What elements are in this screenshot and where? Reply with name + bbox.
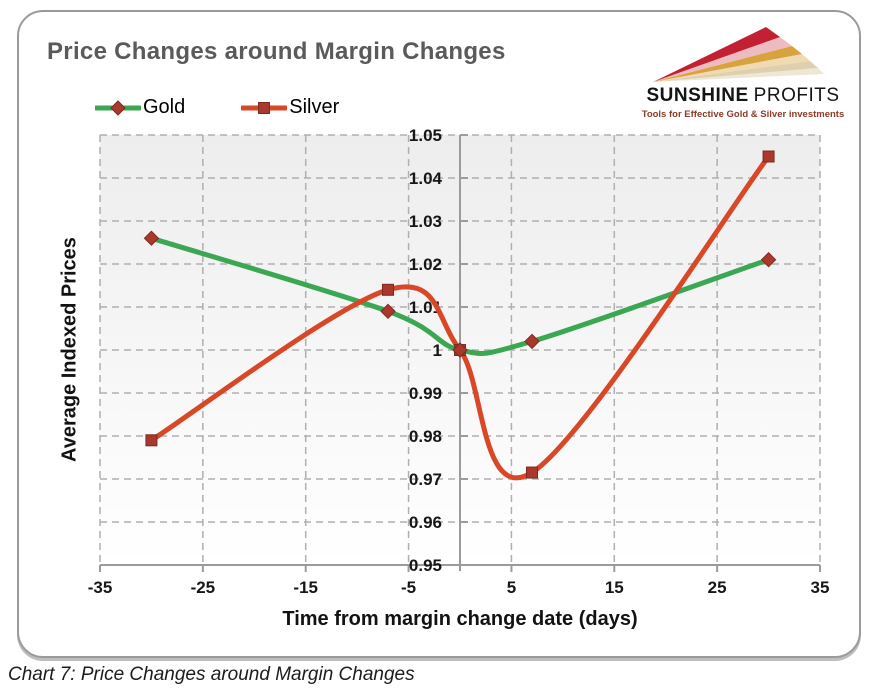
- legend-label-gold: Gold: [143, 96, 186, 118]
- svg-text:1.04: 1.04: [409, 169, 443, 188]
- figure-caption: Chart 7: Price Changes around Margin Cha…: [8, 664, 415, 685]
- svg-text:0.96: 0.96: [409, 513, 442, 532]
- x-axis-title: Time from margin change date (days): [282, 608, 638, 630]
- svg-text:35: 35: [811, 578, 830, 597]
- svg-text:1.02: 1.02: [409, 255, 442, 274]
- logo-tagline: Tools for Effective Gold & Silver invest…: [641, 108, 845, 120]
- logo-name-profits: PROFITS: [753, 85, 840, 106]
- logo-name: SUNSHINE PROFITS: [637, 85, 849, 107]
- logo-arrows-icon: [653, 27, 824, 82]
- legend-item-silver: Silver: [241, 96, 339, 119]
- legend: Gold Silver: [95, 96, 339, 119]
- svg-text:-5: -5: [401, 578, 416, 597]
- gold-line-swatch-icon: [95, 99, 141, 116]
- legend-label-silver: Silver: [289, 96, 340, 118]
- svg-text:25: 25: [708, 578, 727, 597]
- svg-text:0.95: 0.95: [409, 556, 442, 575]
- legend-item-gold: Gold: [95, 96, 185, 119]
- silver-line-swatch-icon: [241, 101, 288, 114]
- svg-text:1: 1: [433, 341, 442, 360]
- svg-text:15: 15: [605, 578, 624, 597]
- svg-text:0.97: 0.97: [409, 470, 442, 489]
- svg-text:0.99: 0.99: [409, 384, 442, 403]
- svg-text:0.98: 0.98: [409, 427, 442, 446]
- svg-text:1.03: 1.03: [409, 212, 442, 231]
- svg-text:-35: -35: [88, 578, 113, 597]
- svg-text:1.05: 1.05: [409, 126, 442, 145]
- svg-text:-25: -25: [191, 578, 216, 597]
- chart-title: Price Changes around Margin Changes: [47, 38, 506, 65]
- sunshine-profits-logo: SUNSHINE PROFITS Tools for Effective Gold…: [637, 24, 849, 120]
- logo-name-sunshine: SUNSHINE: [646, 85, 749, 106]
- svg-text:-15: -15: [293, 578, 318, 597]
- y-axis-title: Average Indexed Prices: [58, 237, 81, 463]
- svg-text:5: 5: [507, 578, 516, 597]
